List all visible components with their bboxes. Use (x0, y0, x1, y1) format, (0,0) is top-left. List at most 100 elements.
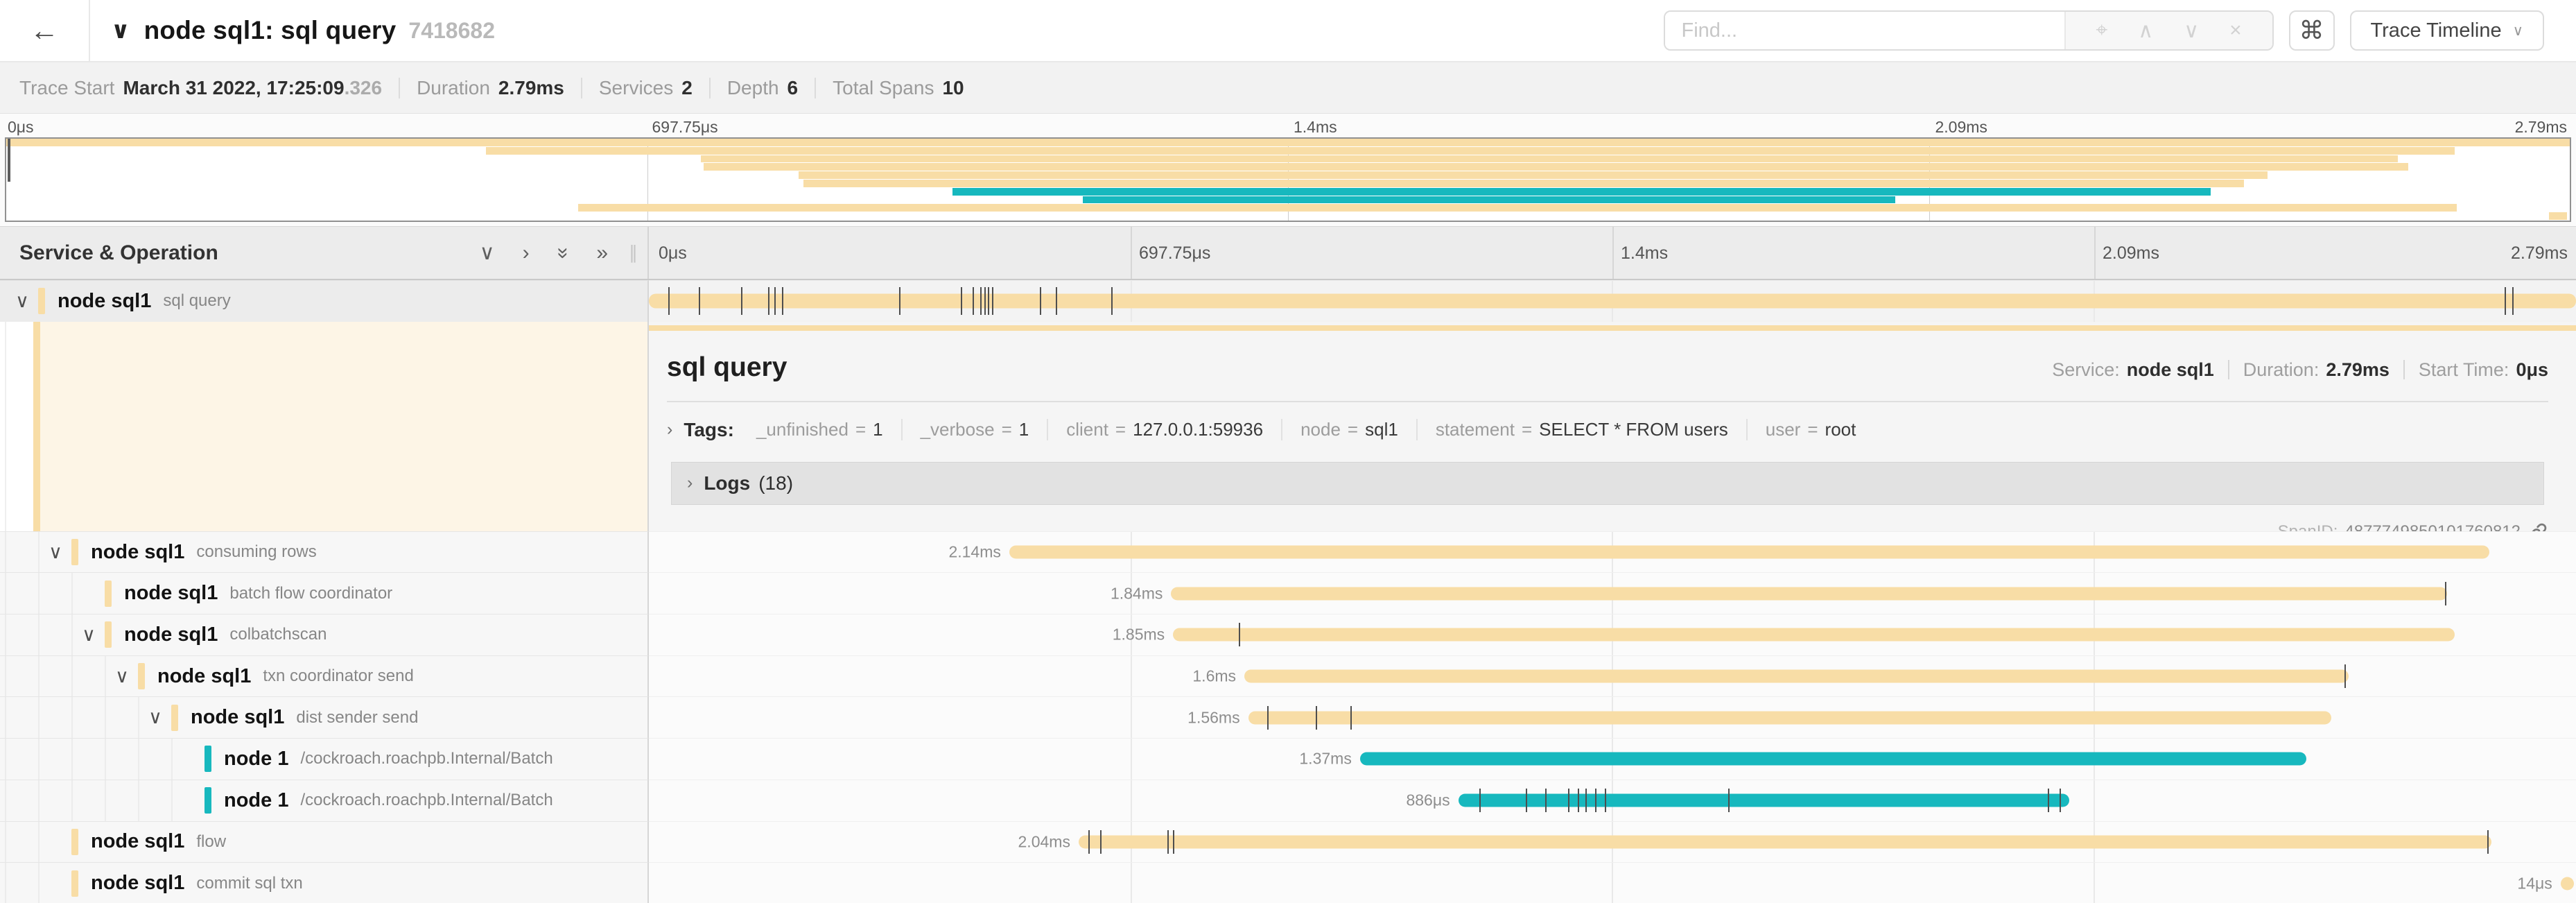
span-row[interactable]: ∨ node sql1 dist sender send 1.56ms (0, 696, 2576, 739)
span-bar[interactable] (1173, 628, 2455, 642)
span-tree-cell[interactable]: node sql1 flow (0, 820, 649, 863)
gridline (1131, 227, 1132, 279)
span-bar[interactable] (1171, 587, 2447, 601)
service-operation-title: Service & Operation (19, 241, 218, 264)
span-row[interactable]: node sql1 batch flow coordinator 1.84ms (0, 572, 2576, 614)
span-tree-cell[interactable]: node sql1 batch flow coordinator (0, 572, 649, 614)
span-tree-cell[interactable]: node 1/cockroach.roachpb.Internal/Batch (0, 738, 649, 780)
chevron-down-icon[interactable]: ∨ (38, 531, 71, 573)
span-color-indicator (171, 704, 178, 731)
span-bar[interactable] (1248, 711, 2331, 725)
back-button[interactable]: ← (0, 0, 90, 61)
link-icon[interactable] (2527, 522, 2548, 531)
gridline (2094, 227, 2096, 279)
total-spans-value: 10 (942, 76, 964, 98)
span-row[interactable]: node 1/cockroach.roachpb.Internal/Batch 1… (0, 738, 2576, 780)
tag-value: 127.0.0.1:59936 (1133, 419, 1264, 440)
span-tree-cell[interactable]: ∨ node sql1 dist sender send (0, 696, 649, 739)
keyboard-shortcuts-button[interactable]: ⌘ (2288, 10, 2335, 51)
span-timeline-cell[interactable]: 1.85ms (649, 614, 2576, 655)
span-bar[interactable] (1078, 835, 2491, 849)
span-timeline-cell[interactable]: 886μs (649, 779, 2576, 821)
indent-guide (38, 655, 71, 697)
span-bar (649, 325, 2576, 331)
indent-guide (5, 739, 38, 780)
log-tick (1350, 705, 1352, 730)
span-timeline-cell[interactable]: 1.56ms (649, 696, 2576, 739)
span-tree-cell[interactable]: ∨ node sql1 sql query (0, 280, 649, 322)
chevron-down-icon[interactable]: ∨ (138, 697, 171, 739)
span-bar[interactable] (1359, 752, 2306, 766)
span-timeline-cell[interactable]: 2.04ms (649, 820, 2576, 863)
prev-match-icon[interactable]: ∧ (2138, 19, 2154, 42)
span-row[interactable]: node sql1 flow 2.04ms (0, 820, 2576, 863)
expand-all-icon[interactable]: » (596, 241, 608, 264)
trace-collapse-chevron-icon[interactable]: ∨ (111, 17, 130, 44)
indent-guide (38, 573, 71, 614)
trace-view-label: Trace Timeline (2370, 19, 2502, 42)
logs-row[interactable]: › Logs (18) (671, 461, 2544, 505)
trace-view-selector[interactable]: Trace Timeline ∨ (2349, 10, 2544, 51)
span-bar[interactable] (1244, 669, 2349, 683)
log-tick (1604, 789, 1606, 813)
minimap-canvas[interactable] (5, 137, 2571, 222)
collapse-all-icon[interactable]: » (551, 247, 575, 259)
span-tree-cell[interactable]: ∨ node sql1 colbatchscan (0, 614, 649, 655)
tag-key: node (1300, 419, 1341, 440)
span-timeline-cell[interactable]: 14μs (649, 862, 2576, 903)
log-tick (668, 287, 670, 316)
span-timeline-cell[interactable]: 2.14ms (649, 531, 2576, 573)
tag-value: SELECT * FROM users (1539, 419, 1728, 440)
span-service-name: node sql1 (157, 664, 252, 687)
tags-row[interactable]: › Tags: _unfinished = 1 _verbose = 1 client = 12… (667, 419, 2548, 441)
log-tick (774, 287, 776, 316)
span-row[interactable]: ∨ node sql1 consuming rows 2.14ms (0, 531, 2576, 573)
chevron-down-icon[interactable]: ∨ (71, 614, 105, 655)
log-tick (1315, 705, 1317, 730)
span-timeline-cell[interactable]: 1.37ms (649, 738, 2576, 780)
expand-one-icon[interactable]: › (522, 241, 530, 264)
topbar: ← ∨ node sql1: sql query 7418682 ⌖ ∧ ∨ ×… (0, 0, 2576, 62)
chevron-spacer (38, 821, 71, 863)
log-tick (1167, 829, 1169, 854)
indent-guide (38, 739, 71, 780)
span-row[interactable]: ∨ node sql1 colbatchscan 1.85ms (0, 614, 2576, 655)
span-row[interactable]: node 1/cockroach.roachpb.Internal/Batch 8… (0, 779, 2576, 821)
span-bar[interactable] (1009, 545, 2489, 559)
span-timeline-cell[interactable] (649, 280, 2576, 322)
minimap-left-scrubber[interactable] (8, 139, 10, 182)
span-row[interactable]: ∨ node sql1 sql query (0, 280, 2576, 322)
find-input[interactable] (1664, 12, 2064, 49)
span-row[interactable]: ∨ node sql1 txn coordinator send 1.6ms (0, 655, 2576, 697)
column-resizer-grip[interactable]: ∥ (629, 242, 638, 263)
indent-guide (5, 697, 38, 739)
axis-tick: 2.79ms (2511, 243, 2568, 263)
tag-item: statement = SELECT * FROM users (1416, 419, 1746, 441)
span-tree-cell[interactable]: node sql1 commit sql txn (0, 862, 649, 903)
locate-icon[interactable]: ⌖ (2096, 19, 2108, 42)
chevron-down-icon[interactable]: ∨ (5, 281, 38, 322)
span-bar[interactable] (2560, 877, 2575, 891)
next-match-icon[interactable]: ∨ (2184, 19, 2200, 42)
span-operation-name: /cockroach.roachpb.Internal/Batch (300, 749, 553, 768)
span-row[interactable]: node sql1 commit sql txn 14μs (0, 862, 2576, 903)
span-timeline-cell[interactable]: 1.84ms (649, 572, 2576, 614)
tag-value: 1 (1018, 419, 1029, 440)
indent-guide (5, 655, 38, 697)
log-tick (2444, 581, 2446, 605)
span-bar[interactable] (649, 293, 2576, 309)
indent-guide (71, 780, 105, 821)
span-tree-cell[interactable]: ∨ node sql1 txn coordinator send (0, 655, 649, 697)
tag-value: sql1 (1365, 419, 1398, 440)
start-time-value: 0μs (2516, 359, 2548, 380)
span-bar[interactable] (1458, 793, 2069, 807)
logs-count: (18) (758, 472, 794, 494)
collapse-one-icon[interactable]: ∨ (479, 241, 495, 264)
span-tree-cell[interactable]: ∨ node sql1 consuming rows (0, 531, 649, 573)
span-timeline-cell[interactable]: 1.6ms (649, 655, 2576, 697)
clear-find-icon[interactable]: × (2229, 19, 2242, 42)
chevron-down-icon[interactable]: ∨ (105, 655, 138, 697)
minimap-span-bar (701, 155, 2399, 163)
minimap-span-row (6, 187, 2570, 196)
span-tree-cell[interactable]: node 1/cockroach.roachpb.Internal/Batch (0, 779, 649, 821)
